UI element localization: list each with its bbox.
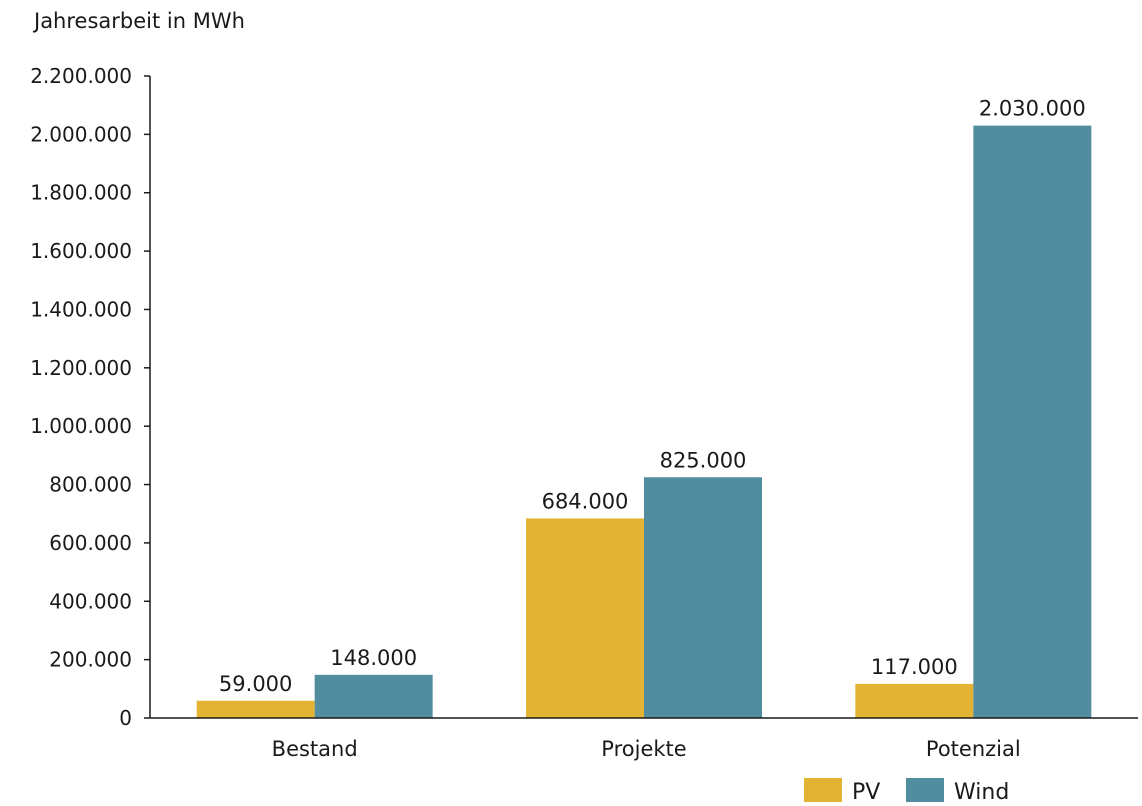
bar-wind-potenzial <box>973 125 1092 719</box>
data-label: 684.000 <box>542 489 629 513</box>
y-tick-label: 1.800.000 <box>30 181 132 205</box>
y-tick-label: 2.200.000 <box>30 64 132 88</box>
x-tick-label: Bestand <box>272 737 358 761</box>
y-axis: 0 200.000 400.000 600.000 800.000 1.000.000 1.… <box>30 64 151 730</box>
y-tick-label: 200.000 <box>49 648 132 672</box>
data-label: 2.030.000 <box>979 97 1086 121</box>
y-tick-label: 1.000.000 <box>30 414 132 438</box>
x-tick-label: Projekte <box>601 737 686 761</box>
data-label: 59.000 <box>219 672 292 696</box>
y-tick-label: 2.000.000 <box>30 122 132 146</box>
y-tick-label: 0 <box>119 706 132 730</box>
bar-pv-potenzial <box>855 683 974 718</box>
legend: PV Wind <box>804 778 1009 805</box>
y-tick-label: 600.000 <box>49 531 132 555</box>
legend-swatch-wind <box>906 778 944 802</box>
y-axis-label: Jahresarbeit in MWh <box>32 9 245 33</box>
legend-swatch-pv <box>804 778 842 802</box>
data-label: 117.000 <box>871 655 958 679</box>
bar-wind-projekte <box>644 477 762 718</box>
y-tick-label: 1.600.000 <box>30 239 132 263</box>
y-tick-label: 800.000 <box>49 473 132 497</box>
legend-label: Wind <box>954 780 1009 805</box>
x-tick-label: Potenzial <box>926 737 1021 761</box>
value-labels: 59.000 148.000 684.000 825.000 117.000 2.030.… <box>219 97 1086 696</box>
data-label: 148.000 <box>330 646 417 670</box>
data-label: 825.000 <box>660 448 747 472</box>
bar-pv-projekte <box>526 518 644 718</box>
bar-wind-bestand <box>314 674 433 718</box>
y-tick-label: 1.400.000 <box>30 297 132 321</box>
bars <box>196 125 1092 719</box>
legend-label: PV <box>852 780 880 805</box>
y-tick-label: 400.000 <box>49 589 132 613</box>
x-axis: Bestand Projekte Potenzial <box>150 717 1138 761</box>
bar-pv-bestand <box>196 700 315 718</box>
y-tick-label: 1.200.000 <box>30 356 132 380</box>
